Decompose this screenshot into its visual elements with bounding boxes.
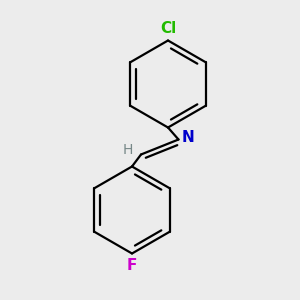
Text: F: F (127, 258, 137, 273)
Text: H: H (123, 143, 134, 157)
Text: N: N (182, 130, 195, 146)
Text: Cl: Cl (160, 21, 176, 36)
